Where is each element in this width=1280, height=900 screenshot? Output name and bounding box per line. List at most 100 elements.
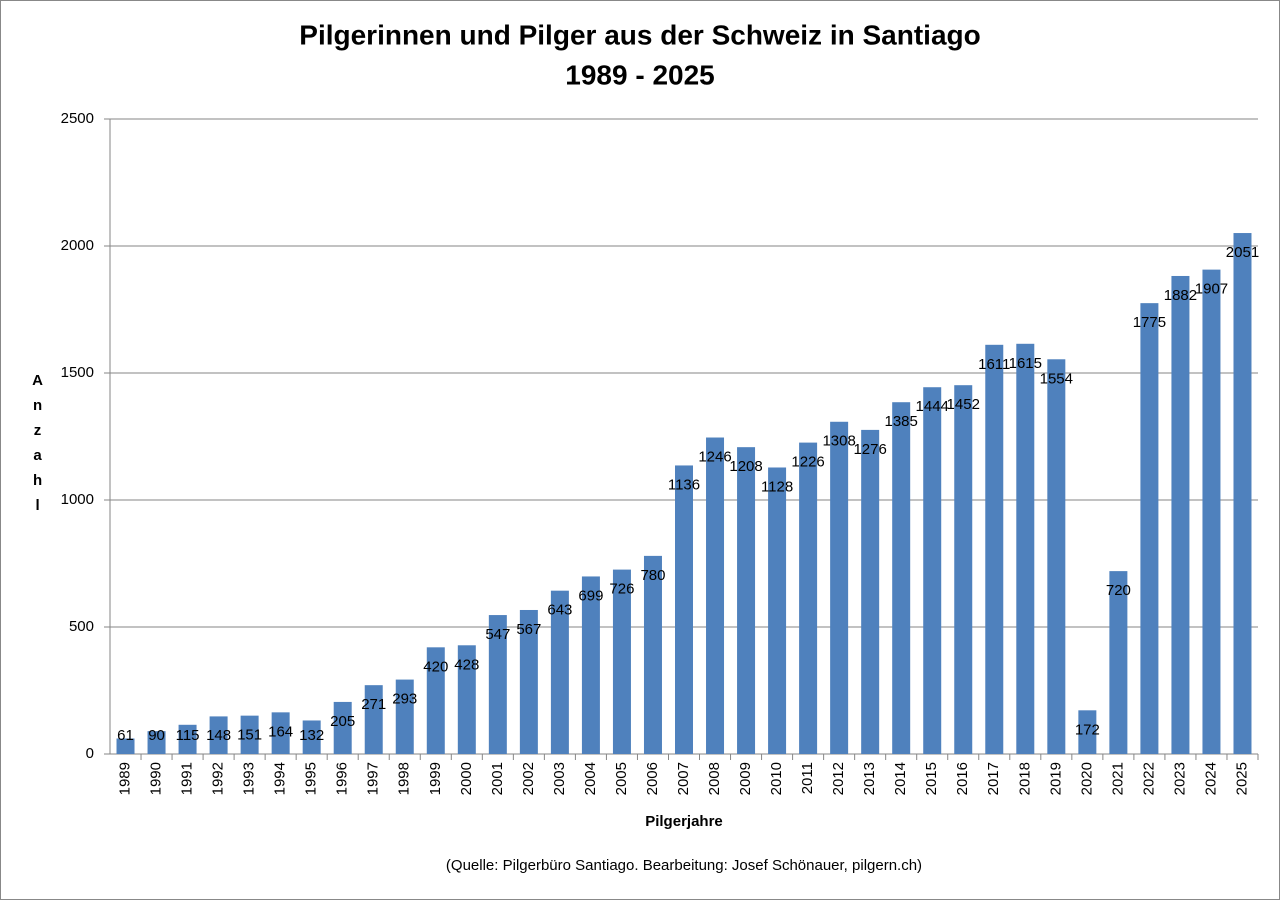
x-tick-label: 2020 <box>1078 762 1095 795</box>
x-tick-label: 1995 <box>303 762 320 795</box>
x-tick-label: 1994 <box>272 762 289 795</box>
data-label: 726 <box>609 581 634 598</box>
y-tick-label: 0 <box>86 745 94 762</box>
bar <box>364 685 383 754</box>
y-axis-label: Anzahl <box>29 372 46 522</box>
data-label: 643 <box>547 602 572 619</box>
data-label: 1907 <box>1195 281 1228 298</box>
data-label: 293 <box>392 691 417 708</box>
data-label: 1882 <box>1164 287 1197 304</box>
x-tick-label: 1998 <box>396 762 413 795</box>
data-label: 1136 <box>668 476 700 493</box>
data-label: 567 <box>516 621 541 638</box>
x-tick-label: 1992 <box>210 762 227 795</box>
x-tick-label: 1991 <box>179 762 196 795</box>
bar <box>643 555 662 754</box>
bar <box>706 437 725 754</box>
bar <box>426 647 445 754</box>
data-label: 547 <box>485 626 510 643</box>
x-tick-label: 1990 <box>148 762 165 795</box>
x-tick-label: 2021 <box>1109 762 1126 795</box>
x-tick-label: 2008 <box>706 762 723 795</box>
x-tick-label: 2022 <box>1140 762 1157 795</box>
bar <box>240 715 259 754</box>
x-tick-label: 2006 <box>644 762 661 795</box>
x-tick-label: 1999 <box>427 762 444 795</box>
bar <box>799 442 818 754</box>
x-tick-label: 2012 <box>830 762 847 795</box>
x-tick-label: 2018 <box>1016 762 1033 795</box>
data-label: 720 <box>1106 582 1131 599</box>
data-label: 1775 <box>1133 314 1166 331</box>
x-tick-label: 1989 <box>116 762 133 795</box>
x-tick-label: 1993 <box>241 762 258 795</box>
data-label: 271 <box>361 696 386 713</box>
bar <box>1078 710 1097 754</box>
bar <box>1016 343 1035 754</box>
data-label: 699 <box>578 587 603 604</box>
data-label: 115 <box>176 727 200 744</box>
x-tick-label: 2007 <box>675 762 692 795</box>
data-label: 164 <box>268 723 293 740</box>
data-label: 1554 <box>1040 370 1073 387</box>
data-label: 1276 <box>853 441 886 458</box>
x-tick-label: 2004 <box>582 762 599 795</box>
data-label: 205 <box>330 713 355 730</box>
data-label: 1226 <box>791 454 824 471</box>
bar <box>581 576 600 754</box>
x-tick-label: 2009 <box>737 762 754 795</box>
bar <box>1202 269 1221 754</box>
x-tick-label: 2002 <box>520 762 537 795</box>
y-tick-label: 1000 <box>61 491 94 508</box>
bar <box>892 402 911 754</box>
data-label: 90 <box>148 727 165 744</box>
source-note: (Quelle: Pilgerbüro Santiago. Bearbeitun… <box>446 857 922 874</box>
x-tick-label: 1997 <box>365 762 382 795</box>
data-label: 1444 <box>916 398 949 415</box>
x-axis-label: Pilgerjahre <box>645 813 723 830</box>
data-label: 61 <box>117 727 134 744</box>
bar <box>612 569 631 754</box>
bar <box>768 467 787 754</box>
data-label: 1308 <box>822 433 855 450</box>
bar <box>147 731 166 754</box>
data-label: 2051 <box>1226 244 1259 261</box>
data-label: 148 <box>206 727 231 744</box>
chart-title: Pilgerinnen und Pilger aus der Schweiz i… <box>299 19 980 50</box>
x-tick-label: 2010 <box>768 762 785 795</box>
bar <box>457 645 476 754</box>
y-tick-label: 1500 <box>61 364 94 381</box>
bar <box>1140 303 1159 754</box>
x-tick-label: 2015 <box>923 762 940 795</box>
bar <box>830 421 849 754</box>
x-tick-label: 2011 <box>799 762 816 794</box>
y-tick-label: 2500 <box>61 110 94 127</box>
y-tick-label: 2000 <box>61 237 94 254</box>
data-label: 132 <box>299 727 324 744</box>
x-tick-label: 2014 <box>892 762 909 795</box>
x-tick-label: 2025 <box>1233 762 1250 795</box>
y-tick-label: 500 <box>69 618 94 635</box>
x-tick-label: 2003 <box>551 762 568 795</box>
x-tick-label: 2000 <box>458 762 475 795</box>
x-tick-label: 2016 <box>954 762 971 795</box>
bar <box>985 344 1004 754</box>
data-label: 420 <box>423 658 448 675</box>
bar <box>519 609 538 754</box>
data-label: 172 <box>1075 721 1100 738</box>
x-tick-label: 2005 <box>613 762 630 795</box>
data-label: 1452 <box>947 396 980 413</box>
x-tick-label: 2001 <box>489 762 506 795</box>
x-tick-label: 2019 <box>1047 762 1064 795</box>
bar <box>271 712 290 754</box>
bar <box>333 701 352 754</box>
bar <box>737 447 756 754</box>
bar <box>488 615 507 754</box>
bar <box>116 738 135 754</box>
data-label: 1611 <box>978 356 1010 373</box>
data-label: 151 <box>237 727 262 744</box>
bar <box>302 720 321 754</box>
bar <box>923 387 942 754</box>
x-tick-label: 1996 <box>334 762 351 795</box>
